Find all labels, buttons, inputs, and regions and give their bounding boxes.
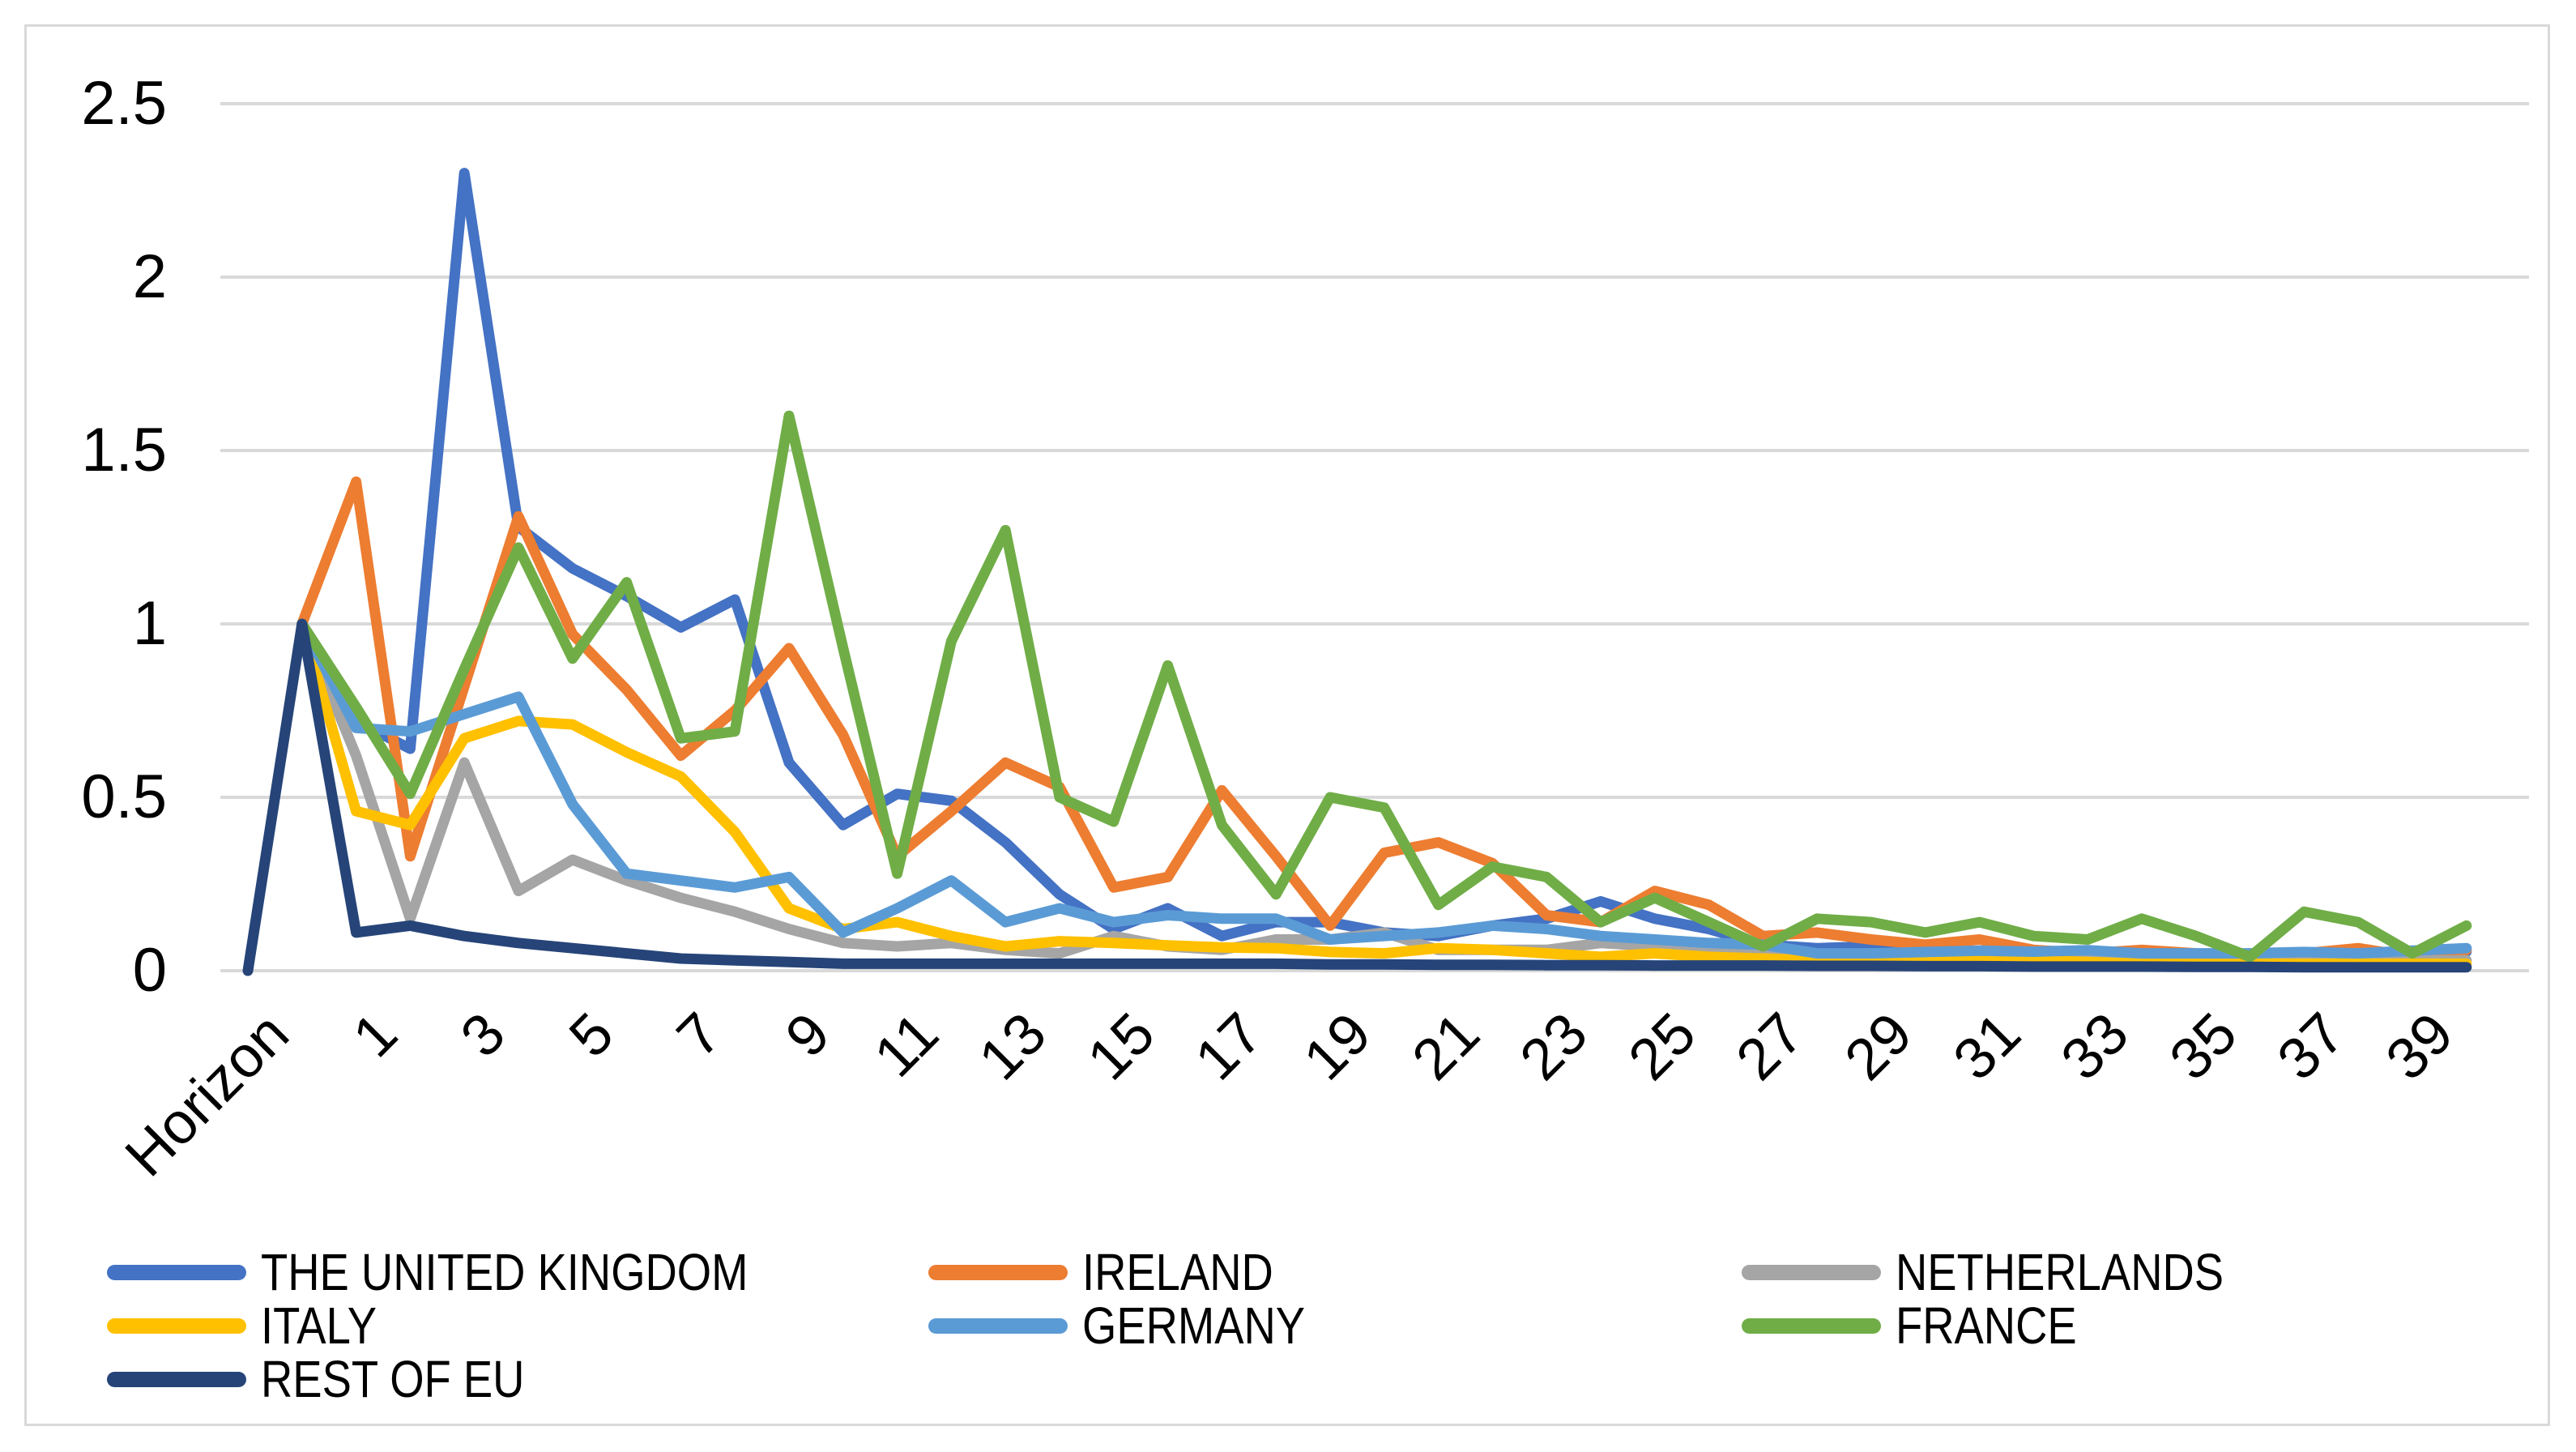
- legend-label: FRANCE: [1896, 1296, 2077, 1355]
- legend-item-netherlands: NETHERLANDS: [1742, 1245, 2282, 1299]
- y-axis-label-2.5: 2.5: [81, 69, 167, 138]
- legend-item-germany: GERMANY: [928, 1299, 1345, 1352]
- y-axis-label-0: 0: [132, 936, 167, 1005]
- series-line-france: [296, 410, 2472, 963]
- legend-item-italy: ITALY: [107, 1299, 397, 1352]
- legend-marker-icon: [107, 1371, 246, 1387]
- legend-item-rest-of-eu: REST OF EU: [107, 1352, 571, 1406]
- legend-label: GERMANY: [1082, 1296, 1306, 1355]
- legend-item-the-united-kingdom: THE UNITED KINGDOM: [107, 1245, 834, 1299]
- legend-label: NETHERLANDS: [1896, 1243, 2224, 1301]
- series-line-rest-of-eu: [242, 618, 2472, 976]
- legend-label: ITALY: [261, 1296, 377, 1355]
- y-axis-label-1.5: 1.5: [81, 416, 167, 485]
- series-line-netherlands: [296, 618, 2472, 966]
- legend-marker-icon: [1742, 1264, 1881, 1280]
- legend-marker-icon: [1742, 1317, 1881, 1334]
- series-line-the-united-kingdom: [296, 168, 2472, 963]
- y-axis-label-1: 1: [132, 589, 167, 658]
- y-axis-label-2: 2: [132, 242, 167, 311]
- y-axis-label-0.5: 0.5: [81, 762, 167, 831]
- legend-item-france: FRANCE: [1742, 1299, 2109, 1352]
- series-line-germany: [296, 618, 2472, 959]
- legend-label: REST OF EU: [261, 1350, 525, 1408]
- legend-marker-icon: [928, 1264, 1068, 1280]
- legend-marker-icon: [928, 1317, 1068, 1334]
- legend-label: THE UNITED KINGDOM: [261, 1243, 748, 1301]
- legend-marker-icon: [107, 1264, 246, 1280]
- legend-item-ireland: IRELAND: [928, 1245, 1307, 1299]
- legend-label: IRELAND: [1082, 1243, 1273, 1301]
- gridlines: [220, 102, 2529, 972]
- series-lines: [242, 168, 2472, 976]
- series-line-italy: [296, 618, 2472, 969]
- legend-marker-icon: [107, 1317, 246, 1334]
